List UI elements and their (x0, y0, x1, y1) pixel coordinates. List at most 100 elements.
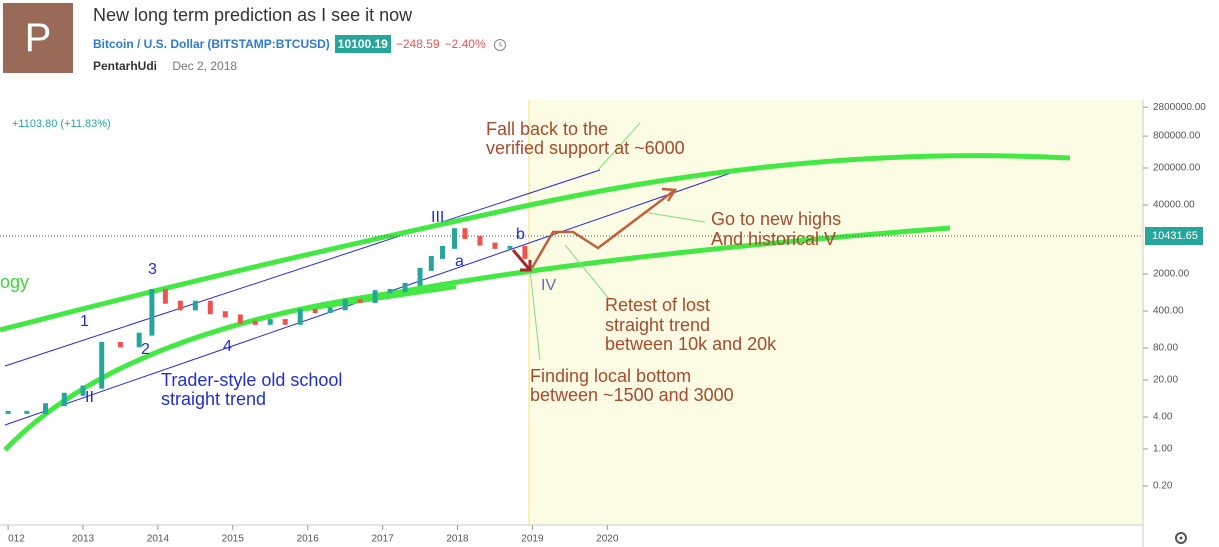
y-tick-label: 400.00 (1153, 306, 1184, 317)
chart: 10431.65 +1103.80 (+11.83%) 2800000.00 80… (0, 100, 1206, 547)
x-tick-label: 2014 (147, 534, 170, 545)
candle (492, 242, 498, 249)
candle (297, 308, 303, 325)
last-price-box (1145, 227, 1203, 245)
candle (372, 290, 378, 303)
idea-title: New long term prediction as I see it now (93, 5, 413, 25)
y-tick-label: 0.20 (1153, 481, 1173, 492)
candle (428, 255, 434, 271)
trend-line (4, 169, 601, 367)
annotation: Go to new highs (711, 209, 841, 229)
candle (207, 300, 213, 315)
annotation: And historical V (711, 229, 836, 249)
arrow (511, 249, 532, 272)
connector (597, 122, 641, 171)
change-percent: −2.40% (444, 37, 486, 51)
annotation: ogy (0, 272, 29, 292)
annotation: 4 (223, 338, 232, 355)
annotation: between ~1500 and 3000 (530, 385, 734, 405)
alert-icon[interactable] (491, 36, 509, 52)
annotation: III (431, 209, 444, 226)
candle (192, 300, 198, 311)
annotation: Retest of lost (605, 295, 710, 315)
candle (136, 332, 142, 348)
symbol-row: Bitcoin / U.S. Dollar (BITSTAMP:BTCUSD) … (93, 35, 509, 53)
growth-curve (0, 153, 1071, 333)
candle (61, 392, 67, 407)
price: 10100.19 (334, 35, 391, 53)
candle (452, 228, 458, 249)
candle (252, 320, 258, 325)
y-tick-label: 4.00 (1153, 412, 1173, 423)
annotation: between 10k and 20k (605, 334, 777, 354)
last-price-label: 10431.65 (1152, 230, 1198, 242)
candle (387, 288, 393, 294)
candle (357, 298, 363, 303)
y-tick-label: 40000.00 (1153, 200, 1195, 211)
settings-icon[interactable] (1175, 532, 1187, 544)
y-tick-label: 800000.00 (1153, 131, 1201, 142)
annotation: Fall back to the (486, 119, 608, 139)
x-tick-label: 2013 (72, 534, 95, 545)
annotation: a (455, 253, 464, 270)
highlight-region (529, 100, 1143, 525)
x-tick-label: 012 (8, 534, 25, 545)
x-tick-label: 2019 (521, 534, 544, 545)
connector (642, 211, 706, 223)
annotation: b (516, 226, 525, 243)
author[interactable]: PentarhUdi (93, 59, 158, 73)
candle (43, 403, 49, 414)
candle (177, 300, 183, 311)
candle (477, 235, 483, 246)
exchange[interactable]: (BITSTAMP:BTCUSD) (207, 37, 330, 51)
candle (24, 410, 30, 414)
avatar[interactable]: P (3, 3, 73, 73)
candle (402, 282, 408, 292)
date: Dec 2, 2018 (172, 59, 238, 73)
candle (507, 245, 513, 249)
avatar-letter: P (24, 15, 52, 60)
growth-curve (299, 285, 457, 312)
candle (162, 288, 168, 304)
annotation: IV (541, 277, 556, 294)
y-tick-label: 1.00 (1153, 444, 1173, 455)
annotation: 2 (141, 341, 150, 358)
x-tick-label: 2015 (222, 534, 245, 545)
candle (440, 245, 446, 259)
x-tick-label: 2017 (371, 534, 394, 545)
candle (462, 228, 468, 239)
candle (327, 307, 333, 314)
y-tick-label: 200000.00 (1153, 163, 1201, 174)
symbol-name[interactable]: Bitcoin / U.S. Dollar (93, 37, 205, 51)
connector (564, 244, 611, 301)
annotation: II (85, 389, 94, 406)
candle (117, 341, 123, 348)
candle (312, 308, 318, 314)
annotation: straight trend (605, 315, 710, 335)
y-tick-label: 20.00 (1153, 375, 1178, 386)
candle (5, 410, 11, 414)
candle (99, 341, 105, 389)
candle (80, 385, 86, 396)
candle (522, 245, 528, 259)
annotation: Trader-style old school (161, 370, 342, 390)
candle (342, 298, 348, 311)
x-tick-label: 2016 (297, 534, 320, 545)
x-tick-label: 2020 (596, 534, 619, 545)
annotation: verified support at ~6000 (486, 138, 685, 158)
annotation: 3 (148, 261, 157, 278)
candle (282, 319, 288, 325)
meta-row: PentarhUdi Dec 2, 2018 (93, 59, 237, 73)
y-tick-label: 2000.00 (1153, 269, 1190, 280)
change-label: +1103.80 (+11.83%) (12, 118, 111, 130)
x-tick-label: 2018 (446, 534, 469, 545)
candle (417, 267, 423, 286)
y-tick-label: 2800000.00 (1153, 102, 1206, 113)
annotation: straight trend (161, 389, 266, 409)
connector (529, 269, 541, 361)
candle (222, 311, 228, 318)
candle (237, 314, 243, 324)
candle (267, 319, 273, 325)
annotation: Finding local bottom (530, 366, 691, 386)
annotation: 1 (80, 313, 89, 330)
